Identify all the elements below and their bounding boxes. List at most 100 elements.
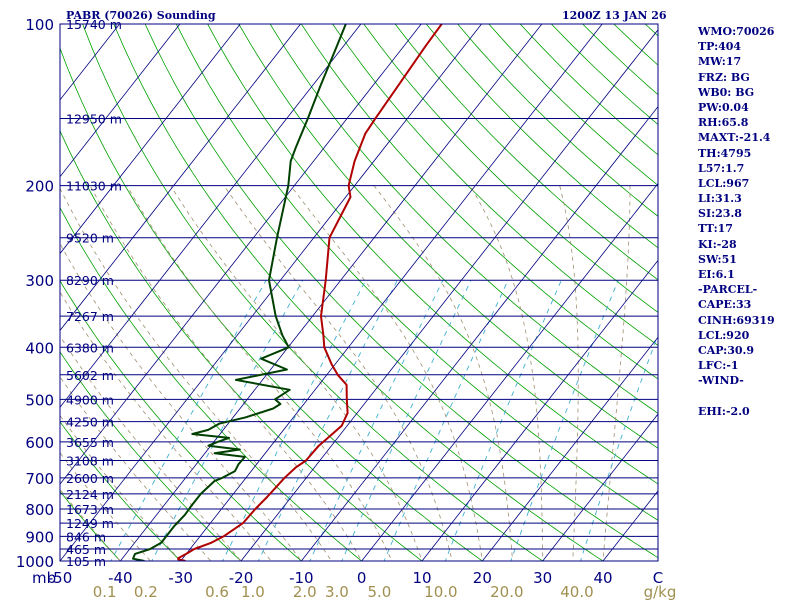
height-label: 1249 m [66,516,114,531]
height-label: 4900 m [66,392,114,407]
isotherm [300,105,658,561]
dry-adiabat [60,351,242,561]
index-entry: MAXT:-21.4 [698,131,771,145]
dry-adiabat [60,47,483,561]
temperature-tick-label: -50 [48,569,73,587]
height-label: 8290 m [66,273,114,288]
moist-adiabat [60,242,302,561]
temperature-tick-label: 20 [473,569,492,587]
mixing-ratio-line [341,280,472,561]
moist-adiabat [60,187,332,561]
mixing-ratio-label: 40.0 [560,583,593,600]
temperature-tick-label: -30 [168,569,193,587]
isotherm [60,24,422,485]
index-entry: -PARCEL- [698,283,758,297]
isotherm [60,24,482,561]
index-entry: -WIND- [698,374,744,388]
pressure-unit-label: mb [32,569,56,587]
temperature-tick-label: 10 [412,569,431,587]
dry-adiabat [238,24,658,449]
chart-labels: 15740 m 12950 m 11030 m 9520 m 8290 m 7267 m 6… [16,16,677,600]
index-entry: MW:17 [698,55,742,69]
mixing-ratio-label: 0.1 [93,583,117,600]
mixing-ratio-line [444,280,562,561]
sounding-indices: WMO:70026 TP:404 MW:17 FRZ: BG WB0: BG PW:0.0… [698,24,798,419]
temperature-unit-label: C [653,569,663,587]
height-label: 12950 m [66,112,122,127]
index-entry: LCL:920 [698,328,750,342]
pressure-tick-label: 500 [25,391,54,409]
index-entry: TT:17 [698,222,733,236]
dry-adiabat [269,24,658,414]
observation-time: 1200Z 13 JAN 26 [562,9,667,22]
mixing-ratio-line [110,279,267,561]
index-entry: TH:4795 [698,146,752,160]
mixing-ratio-label: 1.0 [241,583,265,600]
temperature-tick-label: 40 [593,569,612,587]
index-entry: LFC:-1 [698,359,739,373]
mixing-ratio-label: 0.2 [134,583,158,600]
index-entry: WB0: BG [698,85,755,99]
pressure-tick-label: 700 [25,470,54,488]
temperature-tick-label: -40 [108,569,133,587]
pressure-tick-label: 800 [25,501,54,519]
mixing-ratio-label: 0.6 [205,583,229,600]
height-label: 11030 m [66,179,122,194]
height-label: 846 m [66,529,106,544]
isotherm [180,24,603,561]
index-entry: CINH:69319 [698,313,775,327]
height-label: 3108 m [66,454,114,469]
mixing-ratio-label: 2.0 [293,583,317,600]
height-label: 7267 m [66,309,114,324]
height-label: 3655 m [66,435,114,450]
index-entry [698,389,798,404]
index-entry: WMO:70026 [698,25,775,38]
dry-adiabat [60,421,182,561]
dry-adiabat [60,279,302,561]
dry-adiabat [300,24,658,380]
index-entry: EI:6.1 [698,268,735,281]
mixing-ratio-label: 3.0 [325,583,349,600]
moist-adiabat [469,185,544,561]
moist-adiabat [223,185,453,561]
moist-adiabat [290,185,483,561]
mixing-ratio-line [383,280,509,561]
chart-series [132,24,443,561]
temperature-tick-label: 0 [357,569,367,587]
pressure-tick-label: 900 [25,528,54,546]
mixing-ratio-line [580,333,658,561]
isotherm [0,24,59,572]
isotherm [542,413,658,561]
isotherm [421,259,658,561]
index-entry: TP:404 [698,40,742,54]
moist-adiabat [373,185,513,561]
index-entry: KI:-28 [698,237,737,251]
pressure-tick-label: 400 [25,339,54,357]
mixing-ratio-label: 20.0 [490,583,523,600]
index-entry: FRZ: BG [698,70,750,84]
index-entry: SI:23.8 [698,207,742,221]
height-label: 15740 m [66,17,122,32]
height-label: 9520 m [66,231,114,246]
height-label: 105 m [66,554,106,569]
dry-adiabat [425,24,658,249]
sounding-trace [132,24,347,561]
sounding-trace [177,24,443,561]
pressure-tick-label: 100 [25,16,54,34]
moist-adiabat [126,185,393,561]
temperature-tick-label: -20 [229,569,254,587]
isotherm [481,336,658,561]
moist-adiabat [60,291,272,561]
isotherm [240,29,658,561]
moist-adiabat [559,185,579,561]
mixing-ratio-line [309,280,444,561]
isotherm [361,182,658,561]
moist-adiabat [602,185,631,561]
dry-adiabat [144,24,658,559]
station-title: PABR (70026) Sounding [66,9,216,22]
isotherm [60,24,301,332]
mixing-ratio-line [257,279,398,561]
index-entry: RH:65.8 [698,116,749,130]
moist-adiabat [89,185,363,561]
